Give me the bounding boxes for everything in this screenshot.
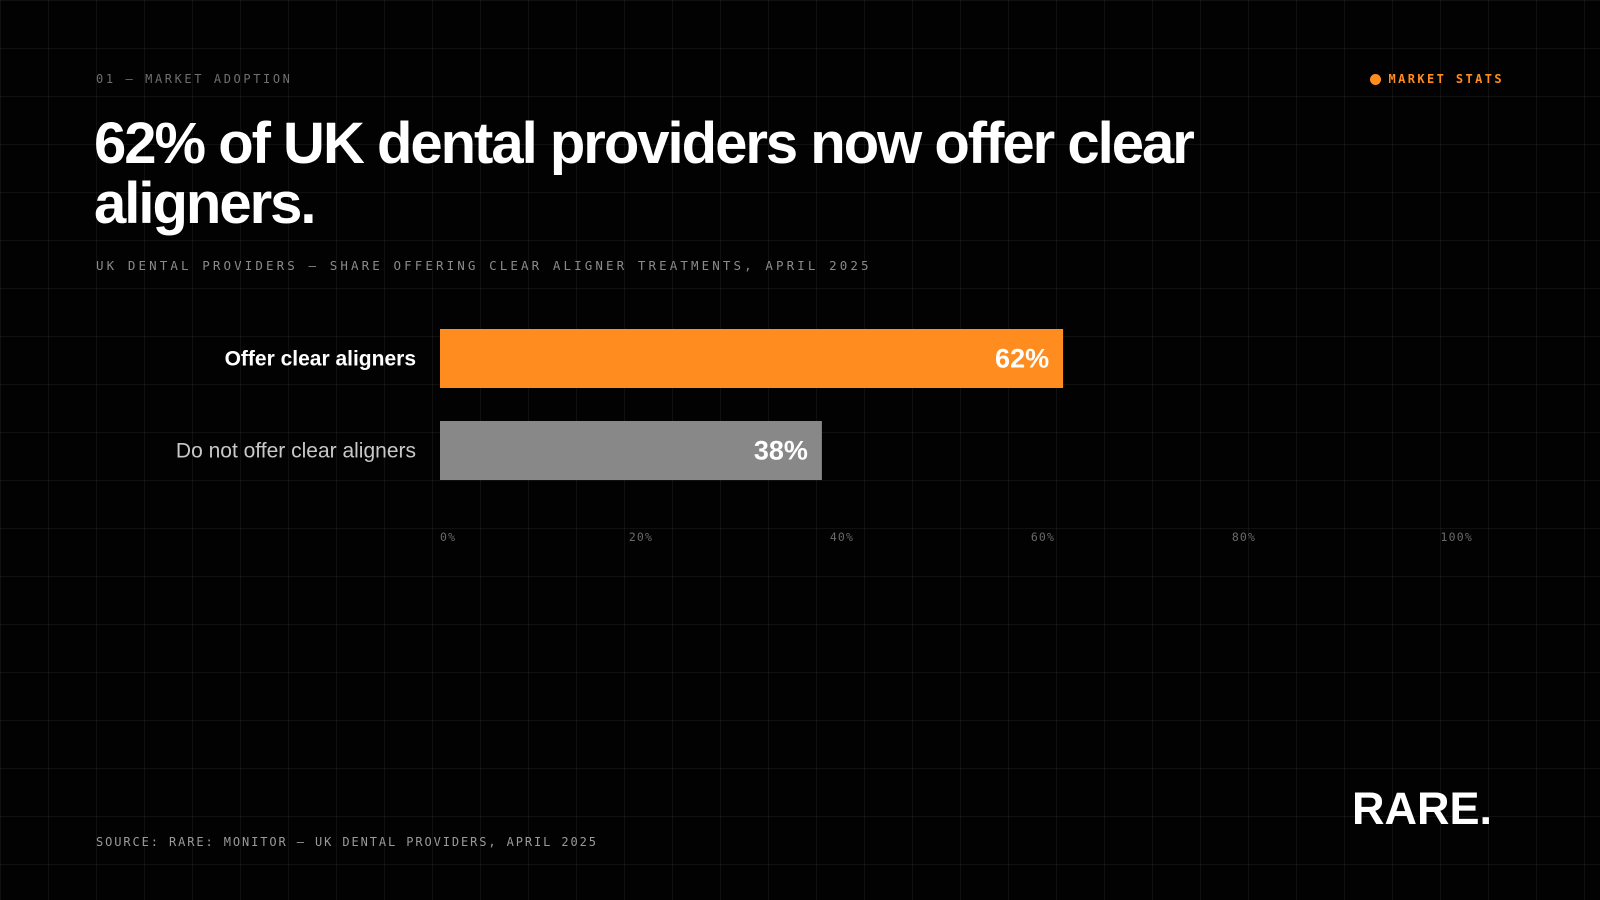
section-eyebrow: 01 — MARKET ADOPTION (96, 72, 293, 86)
market-stats-tag: MARKET STATS (1369, 72, 1505, 86)
page-title: 62% of UK dental providers now offer cle… (94, 111, 1195, 236)
tag-dot-icon (1369, 73, 1381, 85)
x-tick-label-1: 20% (629, 530, 653, 544)
x-tick-label-0: 0% (440, 530, 456, 544)
bar-1 (440, 421, 822, 480)
value-label-1: 38% (754, 436, 808, 466)
x-tick-label-4: 80% (1232, 530, 1256, 544)
value-label-0: 62% (995, 344, 1049, 374)
x-tick-label-2: 40% (830, 530, 854, 544)
category-label-1: Do not offer clear aligners (176, 440, 416, 463)
x-tick-label-3: 60% (1031, 530, 1055, 544)
bar-0 (440, 329, 1064, 388)
source-note: SOURCE: RARE: MONITOR — UK DENTAL PROVID… (96, 835, 598, 849)
chart-bars: Offer clear aligners 62% Do not offer clea… (176, 329, 1064, 480)
tag-label: MARKET STATS (1388, 72, 1504, 86)
x-tick-label-5: 100% (1441, 530, 1474, 544)
category-label-0: Offer clear aligners (225, 348, 416, 371)
rare-logo: RARE. (1351, 783, 1492, 834)
chart-x-axis: 0% 20% 40% 60% 80% 100% (440, 530, 1474, 544)
bar-chart: Offer clear aligners 62% Do not offer clea… (176, 329, 1474, 544)
chart-subtitle: UK DENTAL PROVIDERS — SHARE OFFERING CLE… (96, 258, 872, 273)
